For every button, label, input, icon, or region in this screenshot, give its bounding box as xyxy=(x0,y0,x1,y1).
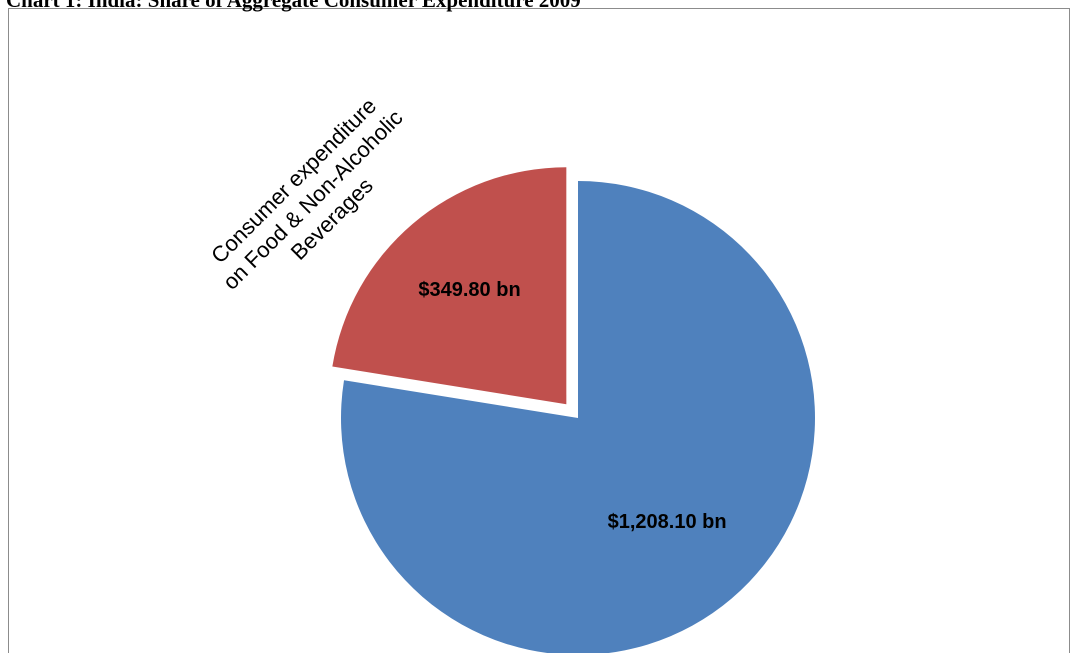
slice-value-label-1: $349.80 bn xyxy=(418,279,520,301)
slice-value-label-0: $1,208.10 bn xyxy=(608,511,727,533)
pie-slice-0 xyxy=(341,181,815,653)
chart-title: Chart 1: India: Share of Aggregate Consu… xyxy=(6,0,581,12)
pie-slice-1 xyxy=(332,167,567,405)
